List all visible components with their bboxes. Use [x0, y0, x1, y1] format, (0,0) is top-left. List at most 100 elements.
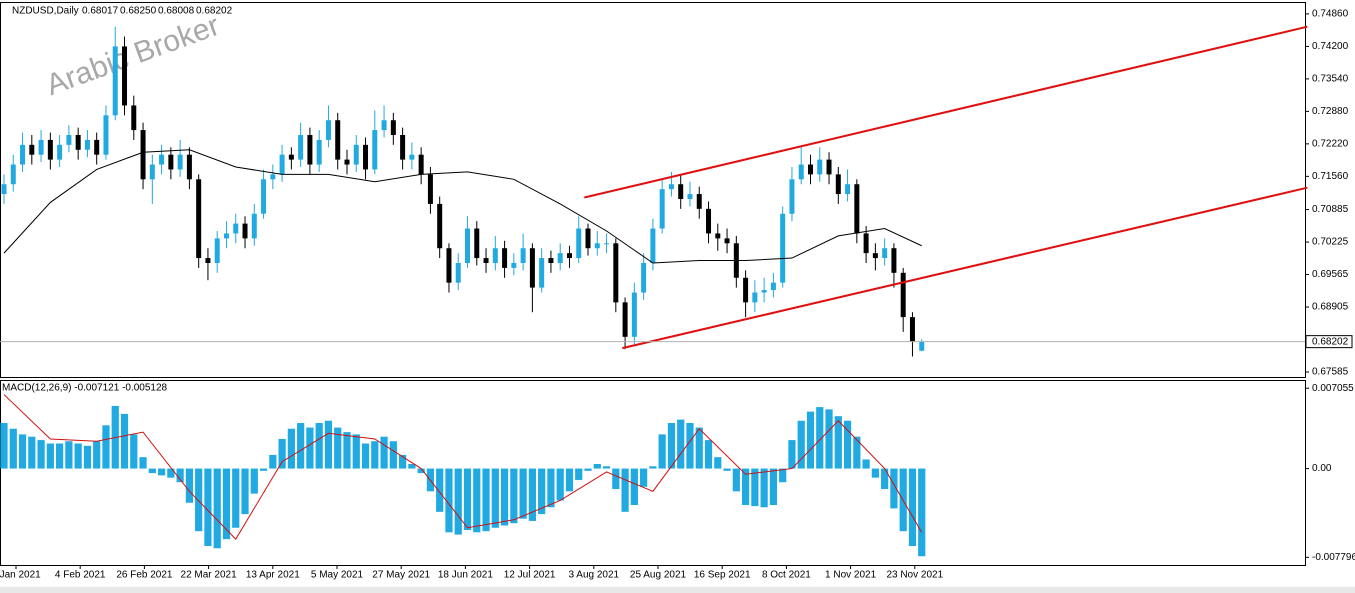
- candle-body: [84, 139, 90, 150]
- candle-body: [344, 159, 350, 165]
- candle-body: [455, 262, 461, 283]
- candle-body: [613, 243, 619, 303]
- candle-body: [214, 238, 220, 263]
- macd-bar: [473, 468, 481, 533]
- candle-body: [316, 139, 322, 165]
- macd-bar: [630, 468, 638, 505]
- candle-body: [539, 258, 545, 288]
- macd-bar: [556, 468, 564, 501]
- macd-bar: [324, 420, 333, 469]
- candle-body: [891, 248, 897, 273]
- y-tick-label: 0.007055: [1312, 383, 1354, 394]
- macd-bar: [853, 436, 861, 469]
- macd-bar: [881, 468, 889, 490]
- macd-bar: [704, 440, 713, 469]
- candle-body: [10, 164, 16, 185]
- macd-bar: [491, 468, 499, 528]
- candle-body: [520, 248, 526, 263]
- candle-body: [400, 135, 406, 160]
- candle-body: [752, 292, 758, 303]
- candle-body: [789, 179, 795, 214]
- candle-body: [427, 174, 433, 204]
- trendline: [622, 186, 1308, 350]
- macd-bar: [65, 441, 73, 469]
- macd-bar: [74, 443, 82, 469]
- candle-body: [659, 189, 665, 229]
- y-tick-label: 0.69565: [1312, 269, 1349, 280]
- candle-body: [900, 272, 906, 318]
- macd-bar: [37, 440, 45, 469]
- candle-body: [780, 213, 786, 283]
- x-tick-label: 1 Nov 2021: [825, 570, 877, 581]
- candle-body: [298, 135, 304, 160]
- candle-body: [622, 302, 628, 337]
- candle-body: [465, 228, 470, 263]
- macd-bar: [751, 468, 759, 507]
- macd-bar: [408, 464, 416, 469]
- candle-body: [20, 144, 26, 165]
- macd-bar: [843, 420, 852, 469]
- candle-body: [47, 139, 53, 160]
- candle-body: [140, 130, 146, 180]
- macd-bar: [222, 468, 231, 540]
- macd-bar: [148, 468, 156, 474]
- candle-body: [798, 164, 804, 180]
- candle-body: [761, 290, 767, 293]
- y-tick-label: 0.00: [1312, 463, 1332, 474]
- candle-body: [177, 154, 183, 170]
- macd-bar: [621, 468, 629, 512]
- last-price-box: [1305, 335, 1353, 349]
- macd-bar: [56, 443, 64, 469]
- macd-bar: [640, 468, 648, 487]
- macd-bar: [120, 413, 129, 469]
- macd-bar: [538, 468, 546, 515]
- macd-bar: [287, 428, 295, 469]
- candle-body: [585, 228, 591, 249]
- macd-bar: [436, 468, 444, 512]
- candle-body: [196, 179, 202, 259]
- macd-bar: [742, 468, 750, 505]
- macd-bar: [890, 468, 898, 509]
- macd-bar: [83, 445, 92, 469]
- macd-bar: [519, 468, 527, 519]
- macd-bar: [547, 468, 555, 508]
- macd-bar: [723, 468, 731, 471]
- macd-bar: [686, 423, 694, 469]
- macd-bar: [417, 468, 425, 474]
- x-tick-label: 3 Aug 2021: [568, 570, 619, 581]
- x-tick-label: 18 Jun 2021: [438, 570, 493, 581]
- candle-body: [75, 135, 81, 150]
- macd-bar: [454, 468, 462, 535]
- macd-bar: [269, 454, 277, 469]
- candle-body: [131, 105, 137, 131]
- x-tick-label: 16 Sep 2021: [694, 570, 751, 581]
- candle-body: [807, 164, 813, 175]
- candle-body: [576, 228, 582, 259]
- y-tick-label: 0.73540: [1312, 74, 1349, 85]
- candle-body: [168, 154, 174, 170]
- candle-body: [94, 139, 100, 155]
- macd-bar: [232, 468, 240, 528]
- symbol-title: NZDUSD,Daily: [12, 6, 79, 17]
- macd-bar: [371, 441, 379, 469]
- x-tick-label: 5 May 2021: [311, 570, 364, 581]
- candle-body: [502, 248, 508, 268]
- macd-bar: [18, 434, 27, 469]
- macd-bar: [677, 419, 685, 469]
- macd-bar: [176, 468, 184, 483]
- x-tick-label: 4 Feb 2021: [55, 570, 106, 581]
- macd-bar: [46, 443, 54, 469]
- candle-body: [381, 120, 387, 131]
- x-tick-label: 25 Aug 2021: [630, 570, 687, 581]
- candle-body: [863, 233, 869, 254]
- macd-bar: [602, 466, 611, 469]
- candle-body: [372, 130, 378, 170]
- candle-body: [492, 248, 498, 263]
- macd-bar: [139, 457, 147, 469]
- macd-bar: [649, 466, 657, 469]
- y-tick-label: 0.72880: [1312, 106, 1349, 117]
- candle-body: [29, 144, 35, 155]
- candle-body: [872, 253, 878, 259]
- candle-body: [678, 184, 684, 199]
